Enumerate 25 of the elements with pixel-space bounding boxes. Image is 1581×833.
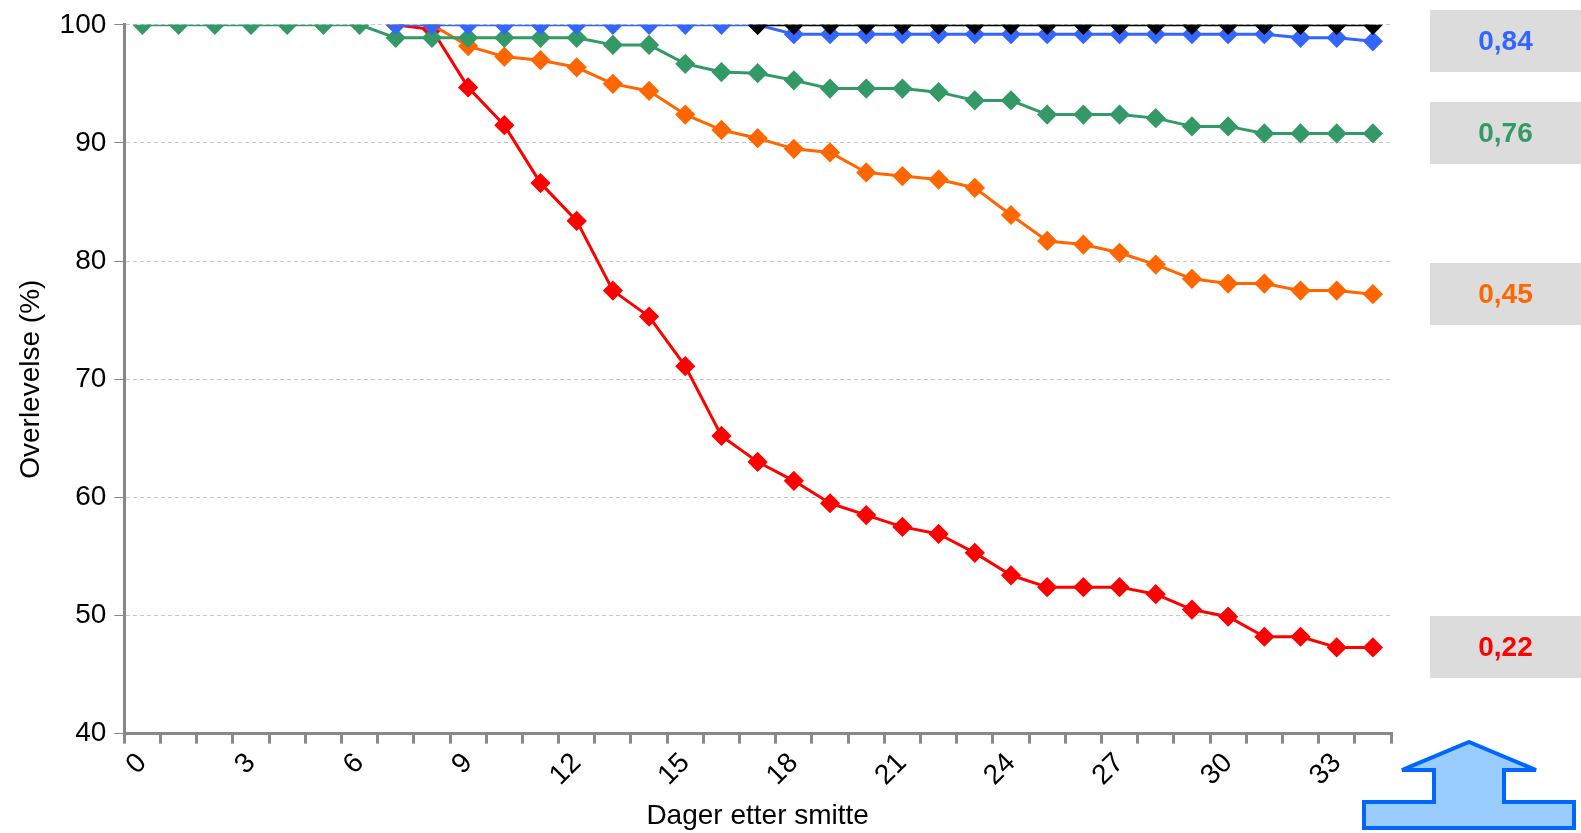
- x-tick-label: 27: [1085, 746, 1130, 791]
- y-tick-label: 50: [75, 598, 107, 630]
- x-tick-label: 24: [976, 746, 1021, 791]
- x-tick-label: 15: [651, 746, 695, 791]
- x-tick-label: 3: [227, 746, 261, 780]
- text: 0,76: [1430, 102, 1581, 165]
- y-tick-label: 40: [75, 716, 107, 748]
- x-tick-label: 0: [119, 746, 153, 780]
- text: 0,84: [1430, 10, 1581, 73]
- y-tick-label: 70: [75, 361, 107, 393]
- x-tick-label: 21: [868, 746, 913, 791]
- x-tick-label: 30: [1193, 746, 1238, 791]
- y-tick-label: 100: [59, 7, 107, 39]
- text: 0,45: [1430, 263, 1581, 326]
- x-tick-label: 12: [542, 746, 587, 791]
- x-tick-label: 18: [759, 746, 804, 791]
- y-tick-label: 90: [75, 125, 107, 157]
- text: 0,22: [1430, 616, 1581, 679]
- y-tick-label: 80: [75, 243, 107, 275]
- x-tick-label: 9: [444, 746, 478, 780]
- x-axis-title: Dager etter smitte: [646, 798, 869, 830]
- y-axis-title: Overlevelse (%): [13, 279, 45, 479]
- x-tick-label: 6: [336, 746, 370, 780]
- x-tick-label: 33: [1302, 746, 1347, 791]
- y-tick-label: 60: [75, 480, 107, 512]
